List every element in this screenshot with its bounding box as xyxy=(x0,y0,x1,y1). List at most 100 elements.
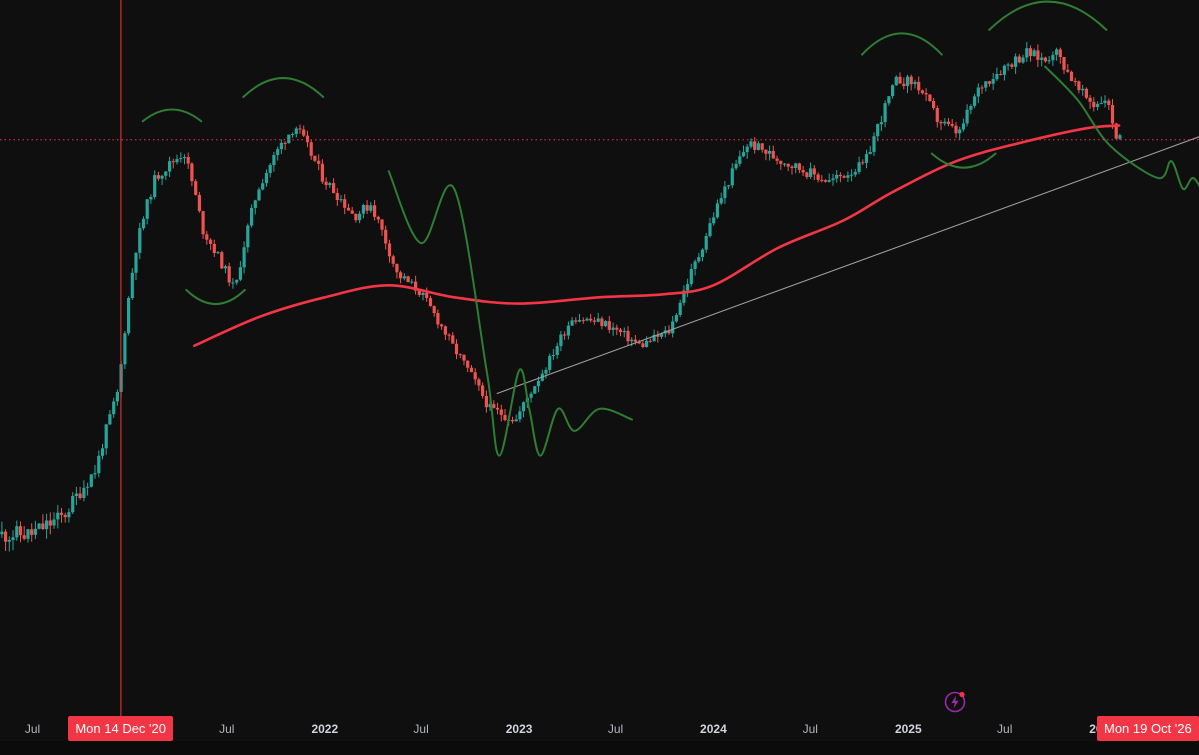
lightning-icon[interactable] xyxy=(943,690,967,714)
candle-body xyxy=(566,325,570,336)
candle xyxy=(484,390,488,413)
candle-body xyxy=(868,152,872,155)
candle-body xyxy=(399,272,403,279)
candle xyxy=(0,521,4,538)
candle-body xyxy=(745,146,749,153)
candle xyxy=(891,84,895,99)
candle xyxy=(272,151,276,172)
candle-body xyxy=(354,213,358,221)
candle xyxy=(160,174,164,186)
candle xyxy=(89,474,93,488)
candle-body xyxy=(559,334,563,347)
candle-body xyxy=(0,531,4,535)
candle-body xyxy=(600,318,604,327)
candle xyxy=(1103,95,1107,108)
candle-body xyxy=(1014,56,1018,67)
candle xyxy=(45,513,49,539)
candle xyxy=(343,194,347,215)
candle xyxy=(909,74,913,91)
candle-body xyxy=(168,161,172,172)
candle xyxy=(246,223,250,253)
candle-body xyxy=(305,135,310,143)
candle xyxy=(768,145,772,161)
candle-body xyxy=(604,321,608,327)
candle-body xyxy=(991,79,995,84)
candle xyxy=(410,279,414,285)
candle-body xyxy=(328,183,332,186)
candle xyxy=(514,414,518,422)
candle xyxy=(358,210,362,224)
candle xyxy=(536,376,541,393)
candle-body xyxy=(115,392,119,402)
candle-body xyxy=(59,512,64,515)
candle-body xyxy=(857,162,861,172)
candle-body xyxy=(548,355,552,370)
candle xyxy=(15,520,19,541)
candle xyxy=(302,125,306,137)
candle xyxy=(846,171,850,182)
candle xyxy=(425,287,429,302)
candle xyxy=(216,251,220,255)
candle xyxy=(1077,80,1081,94)
candle-body xyxy=(816,174,820,180)
candle-body xyxy=(145,199,149,219)
candle-body xyxy=(801,170,805,173)
candle xyxy=(745,144,749,159)
candle-body xyxy=(469,367,474,373)
candle xyxy=(209,238,213,251)
moving-average-line xyxy=(193,124,1121,347)
candle-body xyxy=(697,257,701,262)
candle-body xyxy=(1088,97,1092,102)
candle-body xyxy=(637,341,641,344)
candle-body xyxy=(592,320,596,322)
candle-body xyxy=(481,385,485,396)
candle-body xyxy=(231,282,235,284)
candle-body xyxy=(320,163,324,182)
candle xyxy=(1043,56,1047,63)
candle-body xyxy=(686,284,690,291)
candle xyxy=(626,326,630,346)
candle xyxy=(596,312,600,323)
candle-body xyxy=(410,281,414,283)
candle-body xyxy=(727,185,731,187)
candle-body xyxy=(37,523,41,529)
candle-body xyxy=(1055,49,1059,55)
candle-body xyxy=(932,101,936,108)
candle-body xyxy=(41,523,45,529)
candle-body xyxy=(503,415,507,420)
crosshair-date-right: Mon 19 Oct '26 xyxy=(1097,716,1199,741)
x-tick-label: Jul xyxy=(219,722,234,736)
candle-body xyxy=(965,109,969,124)
candle xyxy=(171,158,175,169)
candle-body xyxy=(596,318,600,322)
candle-body xyxy=(1025,48,1029,58)
candle-body xyxy=(406,276,410,283)
candle xyxy=(264,169,269,187)
candle xyxy=(570,317,574,326)
candle-body xyxy=(361,205,365,214)
candle-body xyxy=(846,175,850,178)
candle xyxy=(518,406,522,423)
candle-body xyxy=(533,386,537,394)
candle-body xyxy=(421,292,425,295)
candle-body xyxy=(134,252,138,273)
candle-body xyxy=(730,168,734,186)
candle xyxy=(1058,47,1062,64)
candle xyxy=(432,305,436,317)
candle-body xyxy=(499,409,503,415)
candle-body xyxy=(52,519,56,526)
candle xyxy=(30,523,34,542)
candle-body xyxy=(976,87,980,97)
candle xyxy=(440,323,444,330)
candle-body xyxy=(622,330,626,333)
candle xyxy=(1017,54,1021,64)
candle-body xyxy=(891,85,895,97)
candle xyxy=(764,149,768,161)
candle-body xyxy=(15,526,19,538)
candle-body xyxy=(194,181,198,195)
candle-body xyxy=(630,339,634,342)
candle xyxy=(466,360,470,373)
candle-body xyxy=(1110,105,1115,124)
candle xyxy=(11,530,15,551)
